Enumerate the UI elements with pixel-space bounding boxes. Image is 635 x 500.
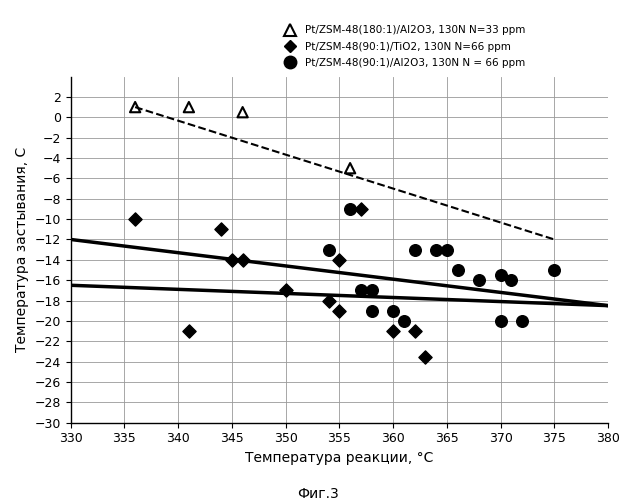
- Point: [410, 246, 420, 254]
- Point: [506, 276, 516, 284]
- Point: [495, 317, 505, 325]
- Point: [453, 266, 463, 274]
- Point: [366, 286, 377, 294]
- Point: [420, 352, 431, 360]
- Point: [356, 205, 366, 213]
- Point: [356, 286, 366, 294]
- Point: [366, 306, 377, 314]
- Point: [474, 276, 484, 284]
- Point: [388, 327, 398, 335]
- Point: [549, 266, 559, 274]
- Point: [345, 205, 355, 213]
- Point: [399, 317, 409, 325]
- Point: [227, 256, 237, 264]
- Point: [345, 164, 355, 172]
- Point: [184, 103, 194, 111]
- Point: [410, 327, 420, 335]
- Text: Фиг.3: Фиг.3: [297, 486, 338, 500]
- Point: [334, 306, 344, 314]
- Point: [281, 286, 291, 294]
- Point: [130, 103, 140, 111]
- Point: [216, 226, 226, 234]
- Point: [517, 317, 527, 325]
- Point: [442, 246, 452, 254]
- Point: [388, 306, 398, 314]
- Point: [237, 108, 248, 116]
- Point: [184, 327, 194, 335]
- Point: [237, 256, 248, 264]
- Point: [495, 271, 505, 279]
- Point: [431, 246, 441, 254]
- Point: [323, 246, 333, 254]
- Point: [130, 215, 140, 223]
- Point: [334, 256, 344, 264]
- X-axis label: Температура реакции, °C: Температура реакции, °C: [245, 451, 434, 465]
- Point: [323, 296, 333, 304]
- Y-axis label: Температура застывания, C: Температура застывания, C: [15, 147, 29, 352]
- Legend: Pt/ZSM-48(180:1)/Al2O3, 130N N=33 ppm, Pt/ZSM-48(90:1)/TiO2, 130N N=66 ppm, Pt/Z: Pt/ZSM-48(180:1)/Al2O3, 130N N=33 ppm, P…: [280, 26, 525, 68]
